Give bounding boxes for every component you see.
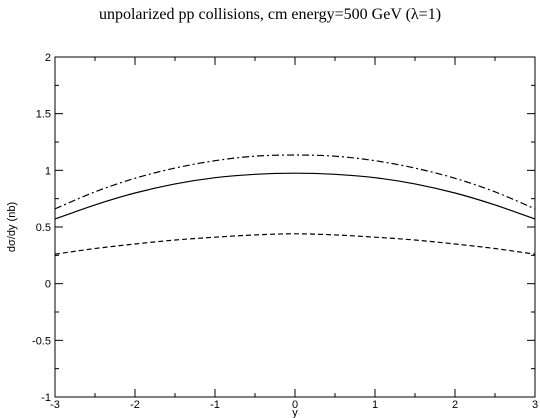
- y-tick-label: 0.5: [36, 222, 51, 234]
- series-line-solid: [54, 172, 536, 220]
- series-line-dashdot: [54, 154, 536, 210]
- y-tick-label: 0: [45, 279, 51, 291]
- plot-frame: [54, 56, 536, 398]
- x-tick-label: -1: [210, 399, 220, 411]
- y-tick-label: 1.5: [36, 109, 51, 121]
- x-tick-label: -2: [130, 399, 140, 411]
- series-line-dashed: [54, 233, 536, 255]
- y-tick-label: 2: [45, 52, 51, 64]
- ticks-group: [54, 56, 536, 398]
- x-tick-label: 2: [452, 399, 458, 411]
- chart-title: unpolarized pp collisions, cm energy=500…: [98, 6, 442, 23]
- y-tick-label: -1: [41, 392, 51, 404]
- x-tick-label: -3: [50, 399, 60, 411]
- x-tick-label: 1: [372, 399, 378, 411]
- tick-labels-group: -3 -2 -1 0 1 2 3 -1 -0.5 0 0.5 1 1.5 2: [32, 52, 538, 411]
- y-axis-label: dσ/dy (nb): [6, 202, 18, 252]
- x-tick-label: 3: [532, 399, 538, 411]
- x-axis-label: y: [292, 407, 298, 418]
- y-tick-label: 1: [45, 165, 51, 177]
- x-tick-label: 0: [292, 399, 298, 411]
- series-group: [54, 154, 536, 255]
- y-tick-label: -0.5: [32, 335, 51, 347]
